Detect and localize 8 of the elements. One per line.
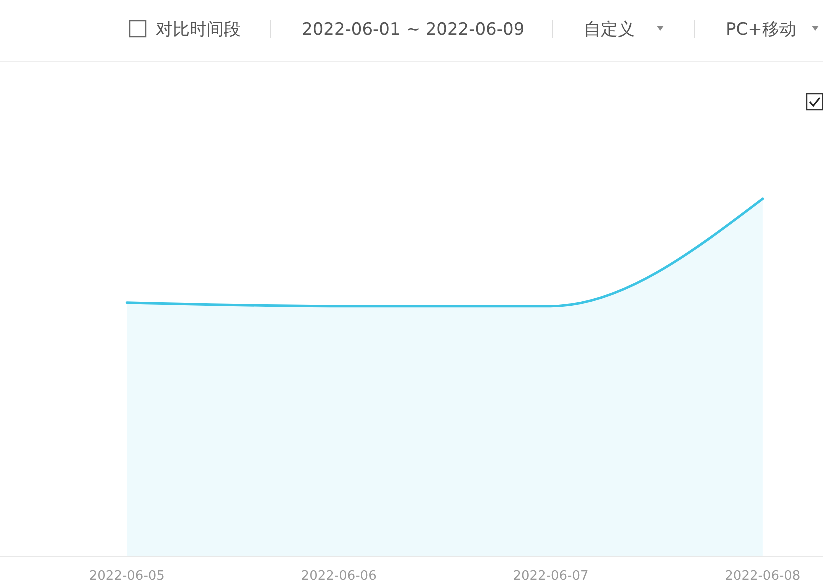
x-tick-label: 2022-06-08 [725, 569, 801, 584]
text: 对比时间段 [156, 20, 241, 40]
text: 2022-06-01 ~ 2022-06-09 [302, 20, 525, 40]
x-tick-label: 2022-06-05 [89, 569, 165, 584]
text: 自定义 [584, 20, 635, 40]
x-tick-label: 2022-06-07 [513, 569, 589, 584]
x-tick-label: 2022-06-06 [301, 569, 377, 584]
text: PC+移动 [726, 20, 796, 40]
